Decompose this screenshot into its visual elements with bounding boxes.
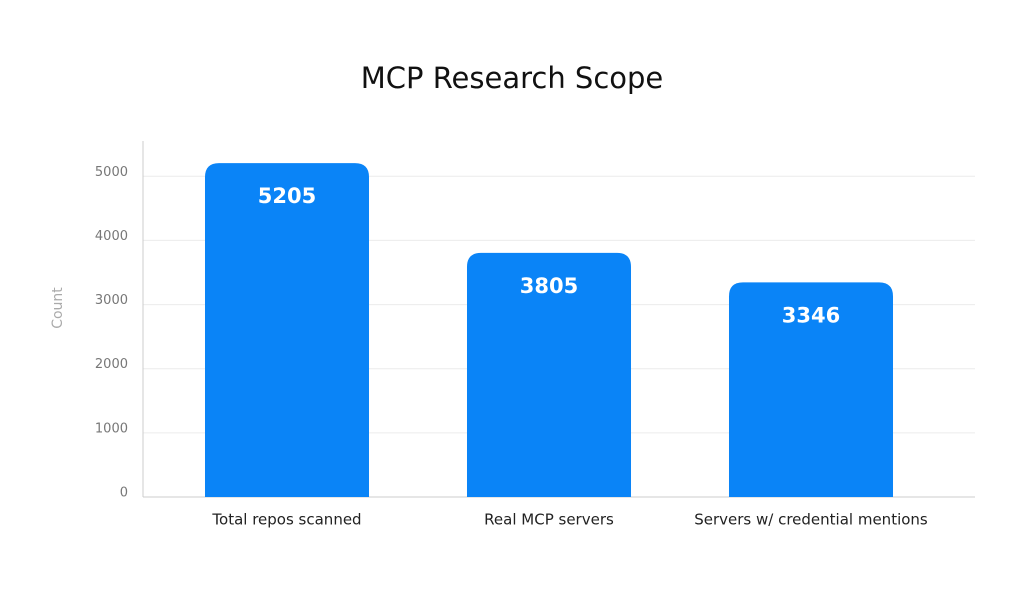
y-tick-label: 4000 <box>95 229 128 244</box>
y-tick-label: 2000 <box>95 357 128 372</box>
x-tick-label: Real MCP servers <box>484 511 614 529</box>
x-tick-label: Total repos scanned <box>211 511 361 529</box>
y-axis-label: Count <box>50 287 66 329</box>
y-tick-label: 5000 <box>95 165 128 180</box>
bar <box>728 282 894 497</box>
y-tick-label: 0 <box>120 486 128 501</box>
y-tick-label: 3000 <box>95 293 128 308</box>
value-label: 3805 <box>520 274 578 298</box>
y-tick-label: 1000 <box>95 421 128 436</box>
chart-title: MCP Research Scope <box>361 61 664 95</box>
x-tick-label: Servers w/ credential mentions <box>694 511 928 529</box>
bar <box>204 163 370 497</box>
bar <box>466 252 632 497</box>
value-label: 3346 <box>782 303 840 327</box>
value-label: 5205 <box>258 184 316 208</box>
